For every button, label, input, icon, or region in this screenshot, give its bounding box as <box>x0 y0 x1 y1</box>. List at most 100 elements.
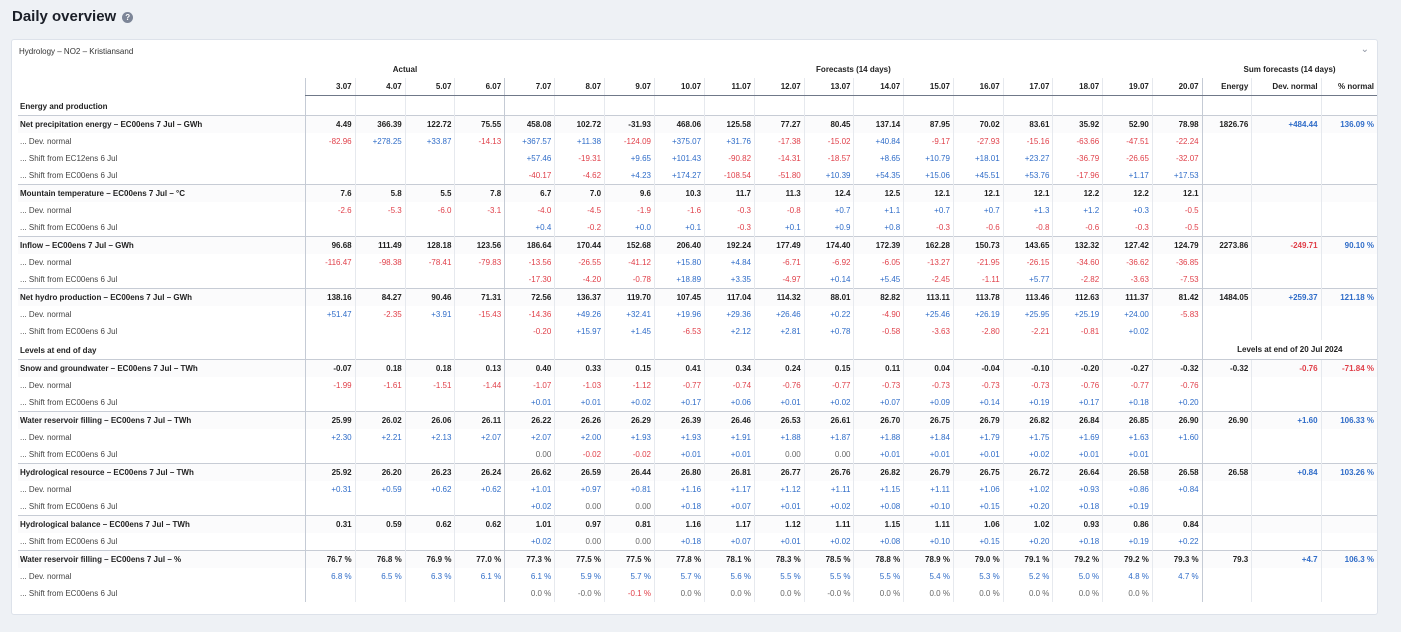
value-cell: 0.40 <box>504 358 555 377</box>
value-cell: +25.46 <box>903 305 954 323</box>
value-cell: 4.8 % <box>1102 567 1153 585</box>
value-cell: +0.10 <box>903 532 954 550</box>
value-cell: 152.68 <box>604 235 655 254</box>
value-cell: 5.3 % <box>952 567 1004 585</box>
value-cell: -6.53 <box>653 322 705 340</box>
empty-cell <box>554 339 605 359</box>
value-cell: -0.78 <box>604 270 655 288</box>
value-cell: -32.07 <box>1151 149 1203 167</box>
empty-cell <box>1102 95 1153 115</box>
metric-row: Water reservoir filling – EC00ens 7 Jul … <box>18 549 1377 568</box>
chevron-down-icon[interactable]: ⌄ <box>1360 44 1369 55</box>
value-cell: 127.42 <box>1102 235 1153 254</box>
value-cell: 0.00 <box>504 445 555 463</box>
value-cell: +1.63 <box>1102 428 1153 446</box>
value-cell: -0.8 <box>754 201 805 219</box>
value-cell: 78.8 % <box>853 549 904 568</box>
value-cell: +2.81 <box>754 322 805 340</box>
value-cell: 26.61 <box>803 410 854 429</box>
value-cell: 4.7 % <box>1151 567 1203 585</box>
value-cell: -34.60 <box>1052 253 1103 271</box>
value-cell: -40.17 <box>504 166 555 184</box>
value-cell: 26.79 <box>903 462 954 481</box>
value-cell: -0.8 <box>1002 218 1053 236</box>
panel-title: Hydrology – NO2 – Kristiansand <box>19 47 134 56</box>
value-cell: -4.97 <box>754 270 805 288</box>
sum-cell: +259.37 <box>1251 287 1322 306</box>
value-cell: +0.20 <box>1002 497 1053 515</box>
value-cell: 26.23 <box>404 462 455 481</box>
value-cell <box>1151 445 1203 463</box>
value-cell: -1.11 <box>952 270 1004 288</box>
value-cell: 26.70 <box>853 410 904 429</box>
empty-cell <box>404 339 455 359</box>
value-cell: 0.41 <box>653 358 705 377</box>
value-cell: +1.12 <box>754 480 805 498</box>
value-cell: 143.65 <box>1002 235 1053 254</box>
row-label: ... Shift from EC00ens 6 Jul <box>20 170 118 180</box>
value-cell: 26.20 <box>354 462 406 481</box>
metric-subrow: ... Dev. normal +2.30 +2.21 +2.13 +2.07 +2.07… <box>18 428 1377 446</box>
sum-cell: 26.58 <box>1201 462 1252 481</box>
value-cell <box>354 497 406 515</box>
value-cell: +0.31 <box>304 480 356 498</box>
day-header: 11.07 <box>704 78 755 96</box>
value-cell: 26.22 <box>504 410 555 429</box>
value-cell: -1.6 <box>653 201 705 219</box>
value-cell: +0.01 <box>704 445 755 463</box>
value-cell: +1.75 <box>1002 428 1053 446</box>
value-cell: +1.06 <box>952 480 1004 498</box>
value-cell: +0.01 <box>653 445 705 463</box>
value-cell: 125.58 <box>704 114 755 133</box>
value-cell: +1.93 <box>604 428 655 446</box>
sum-cell: +484.44 <box>1251 114 1322 133</box>
question-circle-icon[interactable]: ? <box>122 12 134 23</box>
metric-subrow: ... Shift from EC00ens 6 Jul 0.00 -0.02 -0.… <box>18 445 1377 463</box>
value-cell: +0.9 <box>803 218 854 236</box>
value-cell: -15.16 <box>1002 132 1053 150</box>
value-cell: +0.07 <box>704 497 755 515</box>
sum-cell <box>1201 253 1252 271</box>
value-cell: 0.11 <box>853 358 904 377</box>
empty-cell <box>554 95 605 115</box>
page-header: Daily overview ? <box>12 8 134 25</box>
value-cell: 5.7 % <box>604 567 655 585</box>
value-cell <box>404 322 455 340</box>
sum-cell: 79.3 <box>1201 549 1252 568</box>
value-cell: 123.56 <box>454 235 505 254</box>
value-cell: 83.61 <box>1002 114 1053 133</box>
value-cell: +3.91 <box>404 305 455 323</box>
value-cell: +0.15 <box>952 497 1004 515</box>
sum-cell <box>1320 376 1377 394</box>
value-cell: 77.5 % <box>604 549 655 568</box>
value-cell: 0.24 <box>754 358 805 377</box>
metric-subrow: ... Shift from EC00ens 6 Jul -0.20 +15.97 +… <box>18 322 1377 340</box>
value-cell: -0.07 <box>304 358 356 377</box>
sum-cell <box>1201 584 1252 602</box>
value-cell <box>304 322 356 340</box>
value-cell: -82.96 <box>304 132 356 150</box>
value-cell: +0.62 <box>404 480 455 498</box>
value-cell: 79.0 % <box>952 549 1004 568</box>
row-label: ... Dev. normal <box>20 432 72 442</box>
day-header: 19.07 <box>1102 78 1153 96</box>
value-cell: +54.35 <box>853 166 904 184</box>
value-cell: -26.15 <box>1002 253 1053 271</box>
value-cell: 0.15 <box>604 358 655 377</box>
sum-cell <box>1251 567 1322 585</box>
value-cell <box>404 497 455 515</box>
row-label: Water reservoir filling – EC00ens 7 Jul … <box>18 410 306 429</box>
empty-cell <box>354 95 406 115</box>
value-cell <box>454 270 505 288</box>
value-cell <box>354 218 406 236</box>
sum-cell <box>1201 132 1252 150</box>
sum-cell: 90.10 % <box>1320 235 1377 254</box>
value-cell: 177.49 <box>754 235 805 254</box>
value-cell: +1.69 <box>1052 428 1103 446</box>
value-cell: -1.44 <box>454 376 505 394</box>
value-cell: 192.24 <box>704 235 755 254</box>
value-cell: -36.62 <box>1102 253 1153 271</box>
sum-cell <box>1251 305 1322 323</box>
empty-cell <box>653 95 705 115</box>
value-cell: 0.0 % <box>903 584 954 602</box>
